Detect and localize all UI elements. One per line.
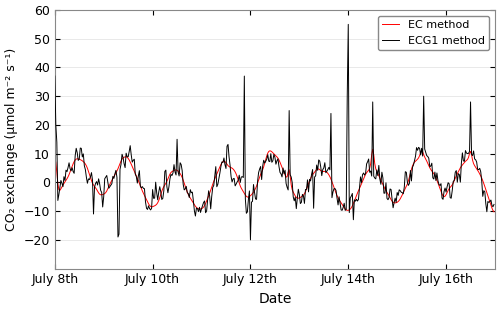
EC method bbox=[356, 187, 362, 190]
ECG1 method bbox=[402, 185, 407, 189]
X-axis label: Date: Date bbox=[258, 292, 292, 306]
EC method bbox=[491, 210, 497, 214]
Y-axis label: CO₂ exchange (μmol m⁻² s⁻¹): CO₂ exchange (μmol m⁻² s⁻¹) bbox=[5, 48, 18, 231]
ECG1 method bbox=[248, 238, 254, 242]
ECG1 method bbox=[491, 202, 497, 206]
EC method bbox=[391, 201, 397, 205]
EC method bbox=[52, 156, 58, 159]
ECG1 method bbox=[52, 74, 58, 78]
EC method bbox=[400, 191, 406, 195]
EC method bbox=[86, 169, 91, 173]
Legend: EC method, ECG1 method: EC method, ECG1 method bbox=[378, 16, 490, 50]
ECG1 method bbox=[308, 179, 314, 183]
ECG1 method bbox=[392, 196, 398, 200]
EC method bbox=[306, 179, 312, 183]
ECG1 method bbox=[456, 173, 462, 176]
EC method bbox=[370, 147, 376, 151]
ECG1 method bbox=[86, 177, 91, 181]
ECG1 method bbox=[346, 22, 352, 26]
Line: ECG1 method: ECG1 method bbox=[55, 24, 494, 240]
EC method bbox=[456, 170, 462, 174]
Line: EC method: EC method bbox=[55, 149, 494, 212]
ECG1 method bbox=[358, 181, 364, 184]
